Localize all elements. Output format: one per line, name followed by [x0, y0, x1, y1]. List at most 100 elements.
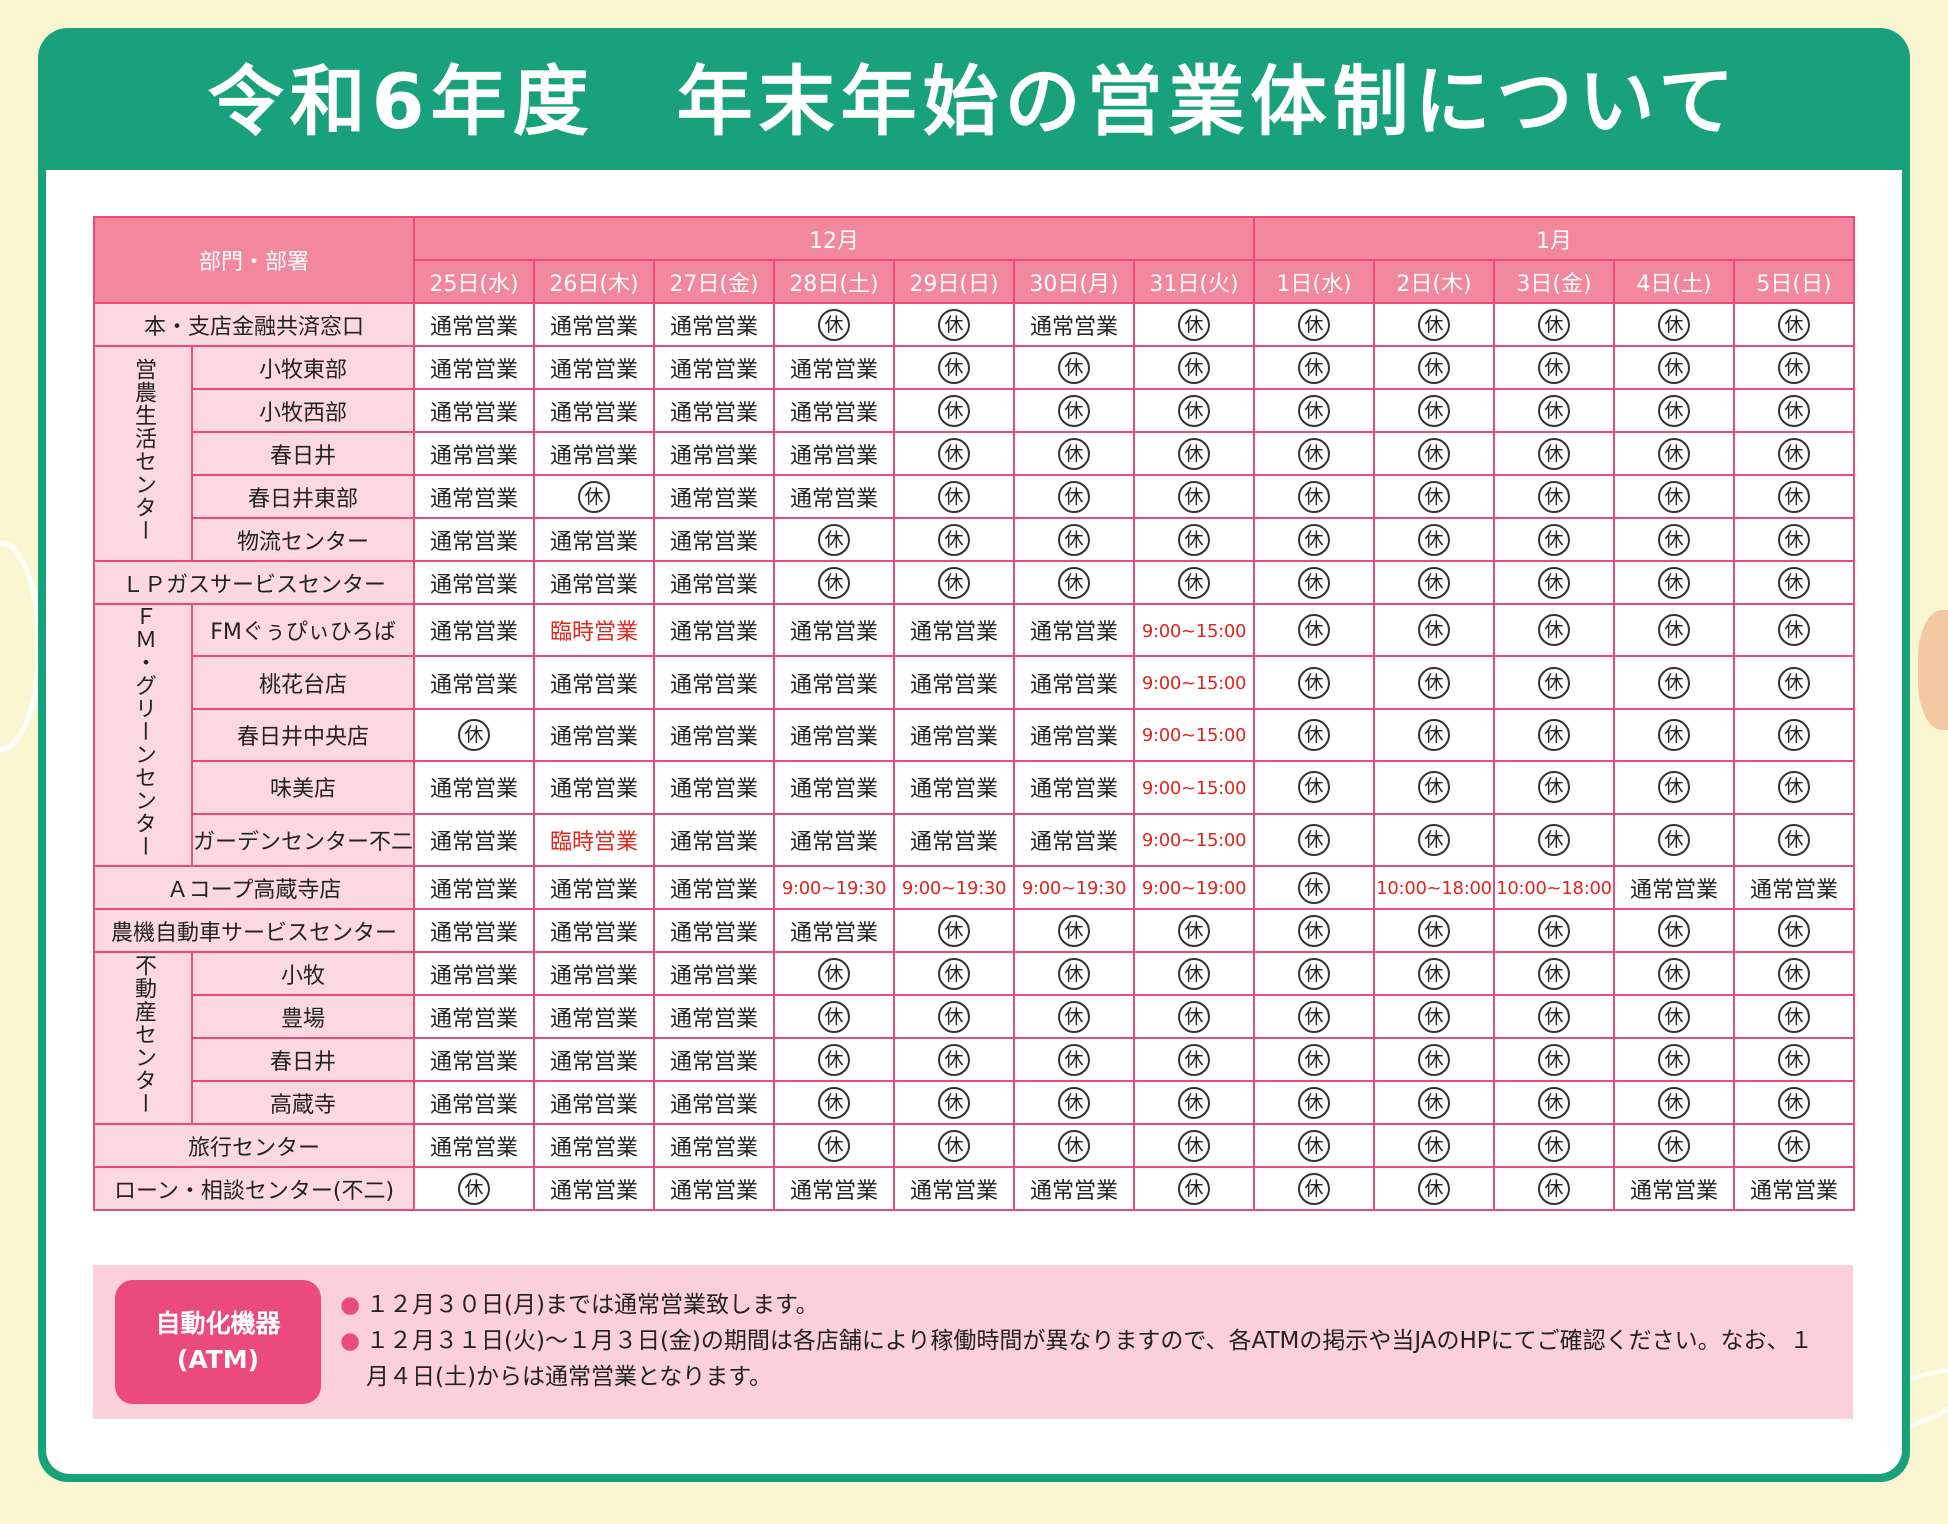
closed-mark: 休	[1538, 1000, 1571, 1033]
table-row: 不動産センター 小牧 通常営業 通常営業 通常営業休休休休休休休休休	[93, 951, 1856, 1125]
hours-text: 9:00~15:00	[1141, 673, 1247, 695]
schedule-cell: 休	[1613, 908, 1736, 953]
schedule-cell: 休	[1253, 812, 1376, 868]
closed-mark: 休	[818, 308, 851, 341]
closed-mark: 休	[458, 718, 491, 751]
schedule-cell: 休	[1133, 1037, 1256, 1082]
closed-mark: 休	[1778, 523, 1811, 556]
schedule-cell: 9:00~19:30	[773, 865, 896, 910]
schedule-cell: 通常営業	[533, 655, 656, 710]
closed-mark: 休	[1178, 437, 1211, 470]
dept-label: 本・支店金融共済窓口	[144, 314, 365, 340]
schedule-cell: 休	[1493, 760, 1616, 815]
closed-mark: 休	[1538, 914, 1571, 947]
schedule-cell: 休	[893, 951, 1016, 996]
table-row: 春日井 通常営業 通常営業 通常営業 通常営業 休 休 休 休 休 休 休 休	[94, 431, 1856, 476]
schedule-cell: 通常営業	[413, 812, 536, 868]
schedule-cell: 休	[773, 994, 896, 1039]
status-text: 通常営業	[430, 672, 519, 698]
schedule-cell: 休	[533, 474, 656, 519]
group-cell: 不動産センター	[93, 951, 193, 1125]
closed-mark: 休	[1778, 718, 1811, 751]
closed-mark: 休	[1298, 771, 1331, 804]
closed-mark: 休	[1298, 480, 1331, 513]
closed-mark: 休	[1418, 718, 1451, 751]
closed-mark: 休	[1658, 566, 1691, 599]
schedule-cell: 休	[773, 1037, 896, 1082]
closed-mark: 休	[1538, 1043, 1571, 1076]
schedule-cell: 休	[1733, 517, 1856, 562]
schedule-cell: 通常営業	[413, 474, 536, 519]
schedule-cell: 休	[1733, 388, 1856, 433]
schedule-cell: 通常営業	[1013, 1166, 1136, 1211]
closed-mark: 休	[938, 1000, 971, 1033]
schedule-cell: 休	[413, 1166, 536, 1211]
status-text: 通常営業	[670, 1006, 759, 1032]
atm-note-text: １２月３１日(火)～１月３日(金)の期間は各店舗により稼働時間が異なりますので、…	[366, 1328, 1813, 1390]
status-text: 通常営業	[670, 529, 759, 555]
schedule-cell: 通常営業	[893, 707, 1016, 763]
closed-mark: 休	[938, 1129, 971, 1162]
bullet-icon: ●	[340, 1328, 361, 1354]
atm-notes: ● １２月３０日(月)までは通常営業致します。 ● １２月３１日(火)～１月３日…	[340, 1287, 1833, 1395]
schedule-cell: 休	[1013, 388, 1136, 433]
status-text: 通常営業	[430, 1092, 519, 1118]
schedule-cell: 休	[893, 994, 1016, 1039]
schedule-cell: 通常営業	[1013, 707, 1136, 763]
schedule-cell: 休	[1613, 707, 1736, 763]
date-header: 4日(土)	[1613, 259, 1736, 304]
status-text: 通常営業	[790, 1178, 879, 1204]
schedule-cell: 通常営業	[413, 431, 536, 476]
status-text: 通常営業	[670, 443, 759, 469]
status-text: 通常営業	[670, 357, 759, 383]
closed-mark: 休	[938, 957, 971, 990]
closed-mark: 休	[1778, 666, 1811, 699]
hours-text: 9:00~19:30	[781, 878, 887, 899]
schedule-cell: 休	[1613, 602, 1736, 658]
status-text: 通常営業	[430, 1006, 519, 1032]
closed-mark: 休	[1298, 823, 1331, 856]
date-header: 29日(日)	[893, 259, 1016, 304]
group-label: ＦＭ・グリーンセンター	[131, 605, 156, 858]
dept-label: 小牧	[281, 963, 326, 989]
closed-mark: 休	[938, 1086, 971, 1119]
closed-mark: 休	[1298, 1043, 1331, 1076]
closed-mark: 休	[1418, 480, 1451, 513]
header-row-months: 部門・部署 12月 1月	[92, 216, 1856, 304]
month-header: 12月	[413, 216, 1256, 261]
schedule-cell: 休	[1493, 302, 1616, 347]
closed-mark: 休	[1778, 957, 1811, 990]
status-text: 通常営業	[670, 1135, 759, 1161]
hours-text: 9:00~19:00	[1141, 878, 1247, 899]
closed-mark: 休	[1178, 394, 1211, 427]
closed-mark: 休	[1538, 308, 1571, 341]
schedule-cell: 休	[1013, 908, 1136, 953]
schedule-cell: 休	[893, 560, 1016, 605]
date-header: 26日(木)	[533, 259, 656, 304]
date-label: 29日(日)	[909, 271, 999, 297]
closed-mark: 休	[1058, 480, 1091, 513]
schedule-cell: 休	[1613, 1123, 1736, 1168]
dept-cell: FMぐぅぴぃひろば	[190, 602, 416, 658]
dept-cell: 春日井中央店	[190, 707, 416, 763]
closed-mark: 休	[1658, 914, 1691, 947]
closed-mark: 休	[1418, 823, 1451, 856]
closed-mark: 休	[1058, 523, 1091, 556]
schedule-cell: 通常営業	[533, 517, 656, 562]
closed-mark: 休	[1658, 1043, 1691, 1076]
schedule-cell: 休	[1613, 560, 1736, 605]
closed-mark: 休	[818, 1043, 851, 1076]
atm-notice: 自動化機器 (ATM) ● １２月３０日(月)までは通常営業致します。 ● １２…	[93, 1265, 1853, 1419]
hours-text: 9:00~19:30	[1021, 878, 1127, 899]
closed-mark: 休	[1418, 1086, 1451, 1119]
schedule-cell: 休	[1133, 388, 1256, 433]
date-header: 28日(土)	[773, 259, 896, 304]
closed-mark: 休	[1298, 1086, 1331, 1119]
closed-mark: 休	[1418, 614, 1451, 647]
closed-mark: 休	[1178, 1129, 1211, 1162]
schedule-cell: 通常営業	[653, 994, 776, 1039]
closed-mark: 休	[818, 566, 851, 599]
schedule-cell: 休	[1613, 655, 1736, 710]
schedule-cell: 休	[1133, 951, 1256, 996]
schedule-cell: 休	[1733, 994, 1856, 1039]
